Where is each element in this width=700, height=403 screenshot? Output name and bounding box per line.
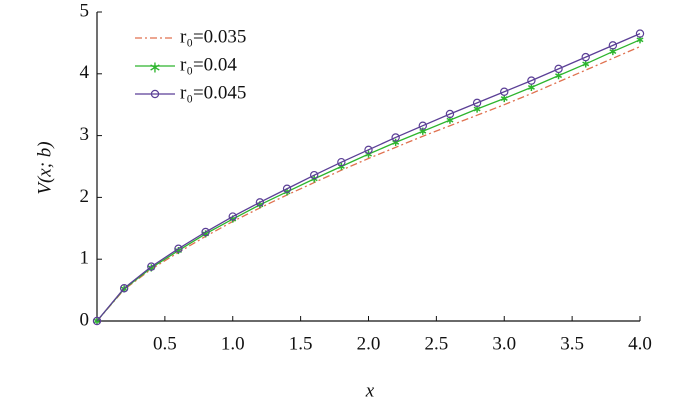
series-line (96, 33, 641, 322)
y-axis-label: V(x; b) (34, 141, 55, 194)
marker (555, 72, 563, 80)
marker (228, 212, 237, 221)
marker (201, 227, 210, 237)
x-tick-label: 3.5 (560, 333, 584, 354)
marker (500, 87, 509, 96)
x-tick-label: 1.5 (289, 333, 313, 354)
marker (255, 198, 265, 207)
marker (119, 284, 129, 293)
marker (554, 64, 563, 74)
marker (282, 184, 292, 193)
x-tick-label: 0.5 (153, 333, 177, 354)
y-tick-label: 3 (80, 124, 90, 145)
marker (500, 94, 508, 103)
x-axis-label: x (365, 380, 375, 401)
marker (527, 83, 535, 91)
x-tick-label: 2.5 (425, 333, 449, 354)
marker (337, 157, 346, 167)
marker (337, 162, 345, 171)
series-line (96, 46, 641, 322)
marker (310, 170, 319, 180)
marker (527, 76, 536, 85)
legend-label: r₀=0.035 (180, 26, 246, 47)
marker (364, 145, 373, 155)
y-tick-label: 0 (80, 309, 90, 330)
x-tick-label: 4.0 (628, 333, 652, 354)
y-tick-label: 4 (80, 62, 90, 83)
series-line (96, 39, 641, 322)
marker (608, 41, 618, 50)
marker (365, 150, 372, 158)
marker (92, 316, 102, 326)
x-tick-label: 2.0 (357, 333, 381, 354)
y-tick-label: 5 (80, 0, 90, 21)
marker (392, 138, 400, 146)
legend-label: r₀=0.045 (180, 82, 246, 103)
legend-marker (150, 89, 160, 99)
marker (581, 52, 590, 62)
legend-marker: ∗ (148, 60, 161, 77)
x-tick-label: 3.0 (492, 333, 516, 354)
marker (472, 98, 482, 108)
marker (174, 244, 183, 253)
marker (147, 262, 156, 271)
marker (418, 121, 427, 130)
marker (445, 109, 455, 119)
y-tick-label: 2 (80, 186, 90, 207)
marker (391, 133, 400, 142)
legend-label: r₀=0.04 (180, 54, 237, 75)
marker (582, 60, 590, 68)
y-tick-label: 1 (80, 248, 90, 269)
x-tick-label: 1.0 (221, 333, 245, 354)
marker (635, 29, 645, 38)
